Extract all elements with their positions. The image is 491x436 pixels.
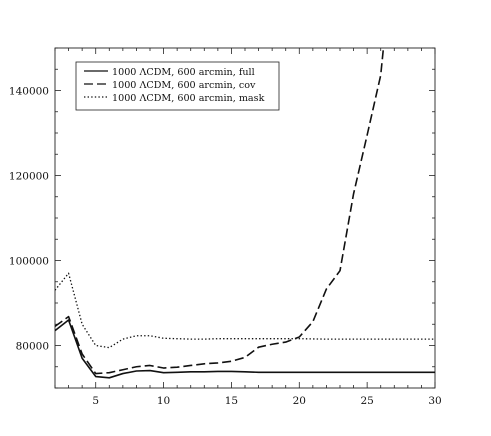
x-tick-label: 20 — [293, 395, 306, 407]
x-tick-label: 15 — [225, 395, 238, 407]
legend-label: 1000 ΛCDM, 600 arcmin, cov — [112, 80, 256, 91]
x-tick-label: 10 — [157, 395, 170, 407]
y-tick-label: 120000 — [9, 171, 49, 183]
legend: 1000 ΛCDM, 600 arcmin, full 1000 ΛCDM, 60… — [75, 61, 280, 111]
series-line-solid — [55, 319, 435, 379]
x-tick-label: 5 — [92, 395, 99, 407]
legend-box — [75, 61, 280, 111]
series-line-dotted — [55, 272, 435, 349]
axis-tick-labels: 5 10 15 20 25 30 80000 100000 120000 140000 — [9, 86, 442, 408]
legend-label: 1000 ΛCDM, 600 arcmin, mask — [112, 93, 265, 104]
axis-ticks — [54, 47, 436, 389]
series-layer — [55, 48, 435, 379]
y-tick-label: 80000 — [16, 341, 49, 353]
legend-label: 1000 ΛCDM, 600 arcmin, full — [112, 67, 255, 78]
x-tick-label: 25 — [360, 395, 373, 407]
y-tick-label: 140000 — [9, 86, 49, 98]
x-tick-label: 30 — [428, 395, 441, 407]
y-tick-label: 100000 — [9, 256, 49, 268]
series-line-dashed — [55, 48, 385, 375]
